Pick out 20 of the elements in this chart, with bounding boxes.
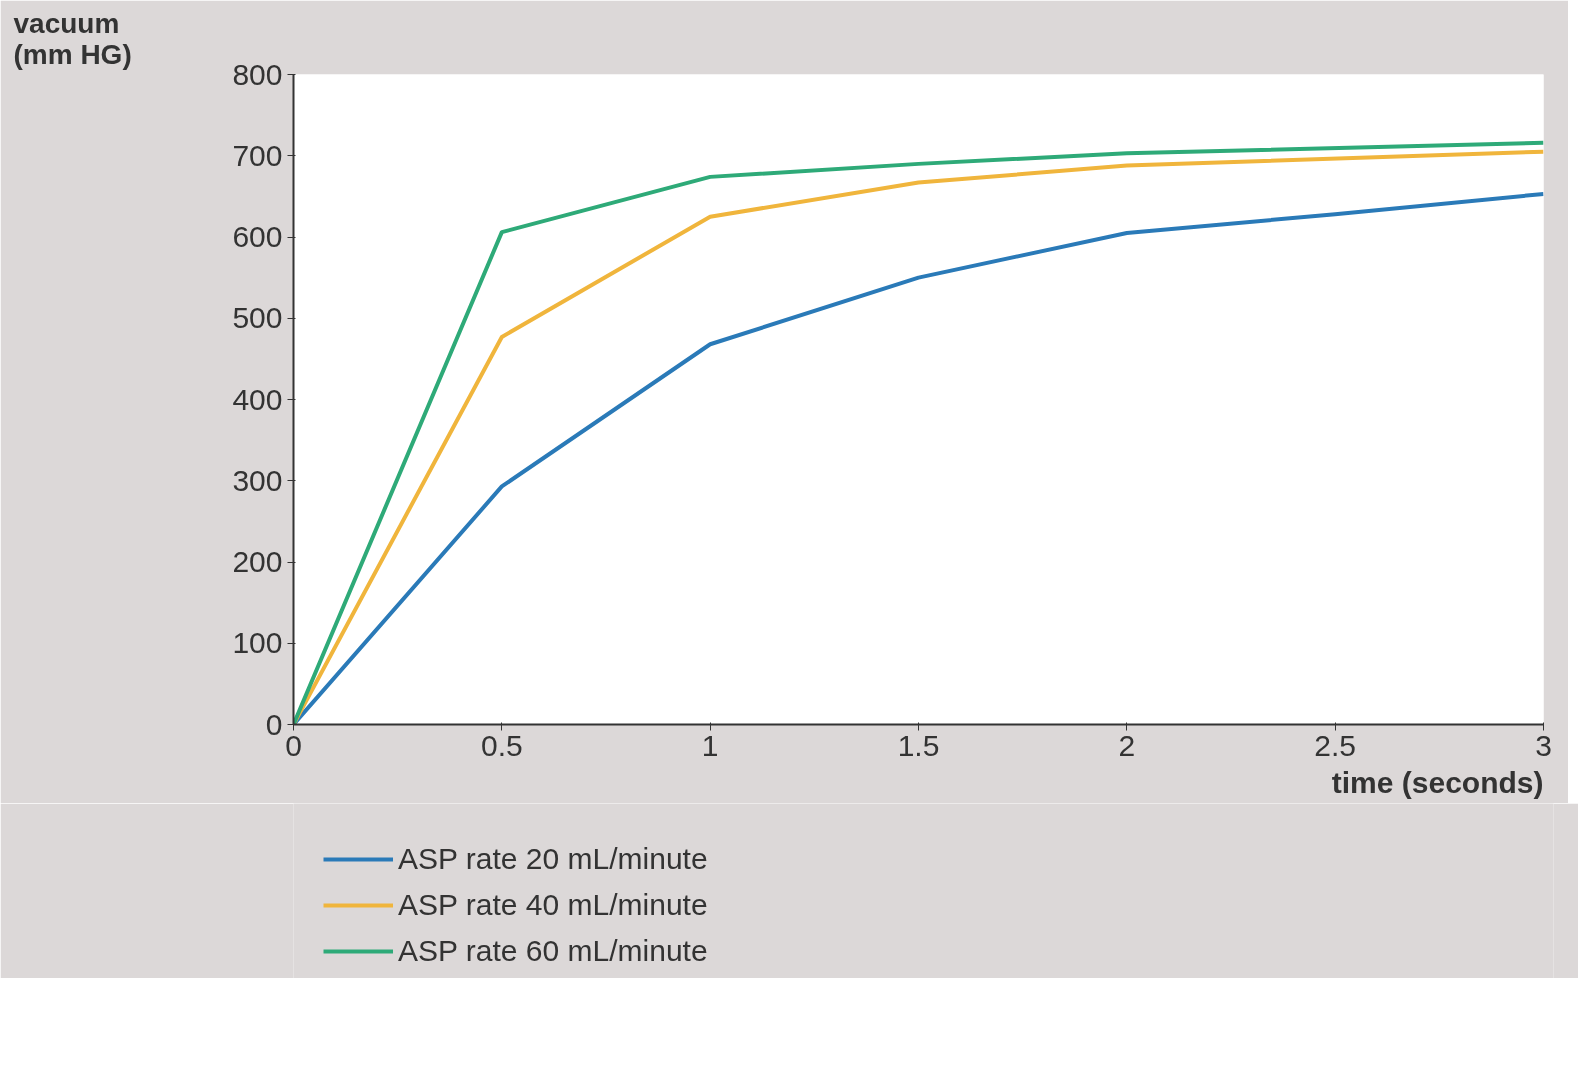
y-tick-label: 400 xyxy=(232,382,283,416)
legend-label: ASP rate 60 mL/minute xyxy=(398,934,708,968)
y-tick-label: 100 xyxy=(232,626,283,660)
y-axis-title: vacuum (mm HG) xyxy=(13,7,132,70)
y-tick-label: 800 xyxy=(232,57,283,91)
y-tick-label: 500 xyxy=(232,301,283,335)
x-tick-label: 3 xyxy=(1535,728,1552,762)
legend-label: ASP rate 20 mL/minute xyxy=(398,842,708,876)
y-tick-label: 700 xyxy=(232,138,283,172)
legend-label: ASP rate 40 mL/minute xyxy=(398,888,708,922)
y-tick-label: 0 xyxy=(265,707,283,741)
x-tick-label: 0.5 xyxy=(480,728,523,762)
x-tick-label: 1 xyxy=(701,728,719,762)
x-tick-label: 1.5 xyxy=(897,728,940,762)
x-tick-label: 2.5 xyxy=(1314,728,1357,762)
x-axis-title: time (seconds) xyxy=(1331,765,1544,799)
x-tick-label: 2 xyxy=(1118,728,1136,762)
y-tick-label: 300 xyxy=(232,463,283,497)
y-tick-label: 200 xyxy=(232,545,283,578)
y-tick-label: 600 xyxy=(232,220,283,253)
